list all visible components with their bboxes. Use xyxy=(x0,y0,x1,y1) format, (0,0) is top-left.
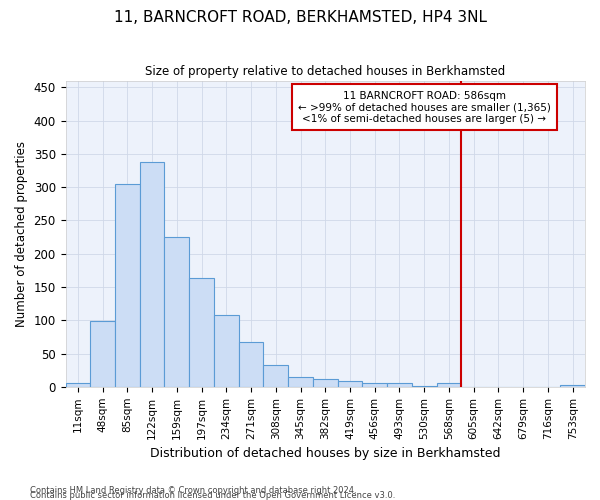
Bar xyxy=(189,278,214,387)
Bar xyxy=(560,385,585,387)
Text: 11 BARNCROFT ROAD: 586sqm
← >99% of detached houses are smaller (1,365)
<1% of s: 11 BARNCROFT ROAD: 586sqm ← >99% of deta… xyxy=(298,90,551,124)
Bar xyxy=(65,384,90,387)
Bar xyxy=(387,384,412,387)
Bar xyxy=(313,379,338,387)
Bar xyxy=(288,378,313,387)
Bar xyxy=(214,315,239,387)
Bar xyxy=(115,184,140,387)
Text: Contains HM Land Registry data © Crown copyright and database right 2024.: Contains HM Land Registry data © Crown c… xyxy=(30,486,356,495)
Text: 11, BARNCROFT ROAD, BERKHAMSTED, HP4 3NL: 11, BARNCROFT ROAD, BERKHAMSTED, HP4 3NL xyxy=(113,10,487,25)
Bar xyxy=(140,162,164,387)
X-axis label: Distribution of detached houses by size in Berkhamsted: Distribution of detached houses by size … xyxy=(150,447,500,460)
Bar xyxy=(263,365,288,387)
Bar xyxy=(90,321,115,387)
Y-axis label: Number of detached properties: Number of detached properties xyxy=(15,140,28,326)
Bar xyxy=(362,383,387,387)
Text: Contains public sector information licensed under the Open Government Licence v3: Contains public sector information licen… xyxy=(30,490,395,500)
Title: Size of property relative to detached houses in Berkhamsted: Size of property relative to detached ho… xyxy=(145,65,505,78)
Bar xyxy=(164,237,189,387)
Bar xyxy=(338,381,362,387)
Bar xyxy=(412,386,437,387)
Bar xyxy=(437,384,461,387)
Bar xyxy=(239,342,263,387)
